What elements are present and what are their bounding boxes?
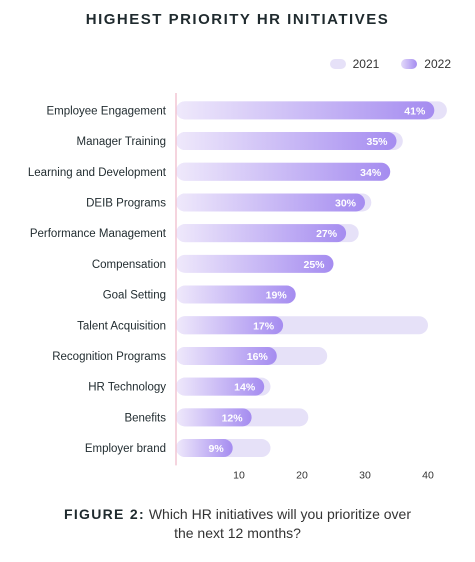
bar-2022-employer-brand: [176, 439, 233, 458]
data-label-benefits: 12%: [222, 412, 244, 424]
category-label-compensation: Compensation: [92, 259, 166, 271]
bar-2022-benefits: [176, 408, 252, 427]
category-label-employee-engagement: Employee Engagement: [46, 105, 166, 117]
data-label-employer-brand: 9%: [209, 443, 225, 455]
data-label-compensation: 25%: [303, 259, 325, 271]
category-label-deib-programs: DEIB Programs: [86, 197, 166, 209]
caption-label: FIGURE 2:: [63, 506, 145, 522]
category-label-performance-management: Performance Management: [30, 228, 167, 240]
chart-title: HIGHEST PRIORITY HR INITIATIVES: [85, 11, 390, 28]
category-label-talent-acquisition: Talent Acquisition: [77, 320, 166, 332]
category-label-manager-training: Manager Training: [77, 136, 167, 148]
legend-swatch-2022: [401, 59, 418, 69]
category-label-employer-brand: Employer brand: [85, 443, 166, 455]
data-label-manager-training: 35%: [366, 136, 388, 148]
bar-2022-goal-setting: [176, 285, 296, 304]
legend-item-2021: 2021: [329, 57, 380, 71]
caption-line-1: Which HR initiatives will you prioritize…: [148, 506, 411, 522]
category-label-recognition-programs: Recognition Programs: [52, 351, 166, 363]
category-label-hr-technology: HR Technology: [88, 382, 166, 394]
bar-chart: Employee Engagement 41% Manager Training 35…: [28, 93, 447, 481]
x-tick-label-30: 30: [359, 469, 371, 481]
x-tick-label-20: 20: [296, 469, 308, 481]
x-tick-label-40: 40: [422, 469, 434, 481]
bar-2022-deib-programs: [176, 193, 365, 212]
legend-label-2021: 2021: [352, 57, 380, 71]
bar-2022-manager-training: [176, 132, 397, 151]
data-label-goal-setting: 19%: [266, 290, 288, 302]
category-label-learning-and-development: Learning and Development: [28, 167, 167, 179]
caption-line-2: the next 12 months?: [174, 525, 301, 541]
category-label-goal-setting: Goal Setting: [103, 290, 166, 302]
legend-item-2022: 2022: [401, 57, 451, 71]
bar-2022-recognition-programs: [176, 346, 277, 365]
bar-2022-learning-and-development: [176, 162, 391, 181]
data-label-deib-programs: 30%: [335, 197, 357, 209]
legend-swatch-2021: [329, 59, 346, 69]
category-label-benefits: Benefits: [124, 412, 166, 424]
plot-area: Employee Engagement 41% Manager Training 35…: [28, 93, 447, 481]
legend-label-2022: 2022: [424, 57, 451, 71]
bar-2022-compensation: [176, 254, 334, 273]
x-tick-label-10: 10: [233, 469, 245, 481]
bar-2022-employee-engagement: [176, 101, 435, 120]
data-label-employee-engagement: 41%: [404, 105, 426, 117]
data-label-recognition-programs: 16%: [247, 351, 269, 363]
bar-2022-performance-management: [176, 224, 347, 243]
bar-2022-hr-technology: [176, 377, 265, 396]
data-label-talent-acquisition: 17%: [253, 320, 275, 332]
data-label-learning-and-development: 34%: [360, 167, 382, 179]
bar-2022-talent-acquisition: [176, 316, 284, 335]
data-label-performance-management: 27%: [316, 228, 338, 240]
legend: 2021 2022: [329, 57, 451, 71]
figure-caption: FIGURE 2: Which HR initiatives will you …: [0, 505, 475, 543]
data-label-hr-technology: 14%: [234, 382, 256, 394]
